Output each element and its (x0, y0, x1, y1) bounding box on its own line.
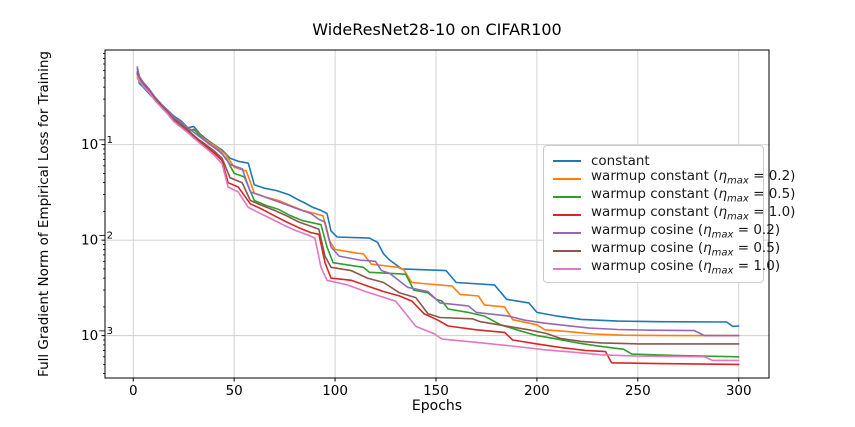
y-axis-label: Full Gradient Norm of Empirical Loss for… (36, 51, 52, 377)
x-tick-label: 300 (726, 383, 752, 399)
series-line-2 (136, 68, 740, 358)
y-tick-label: 10−2 (81, 231, 113, 249)
eta-max-symbol: ηmax (703, 258, 734, 277)
legend-swatch (553, 268, 581, 270)
eta-max-symbol: ηmax (718, 204, 749, 223)
x-tick-label: 200 (524, 383, 550, 399)
y-tick-label: 10−1 (81, 135, 113, 153)
legend-item-0: constant (553, 152, 755, 170)
series-line-5 (136, 72, 740, 345)
legend-swatch (553, 232, 581, 234)
legend-item-5: warmup cosine (ηmax = 0.5) (553, 240, 780, 260)
x-tick-label: 250 (625, 383, 651, 399)
series-line-6 (136, 75, 740, 362)
x-axis-label: Epochs (411, 398, 463, 414)
eta-max-symbol: ηmax (703, 222, 734, 241)
legend-label: warmup constant (ηmax = 1.0) (591, 204, 796, 223)
legend-item-4: warmup cosine (ηmax = 0.2) (553, 222, 780, 242)
series-line-0 (136, 71, 740, 328)
eta-max-symbol: ηmax (718, 168, 749, 187)
legend-label: warmup cosine (ηmax = 1.0) (591, 258, 781, 277)
x-tick-label: 150 (423, 383, 449, 399)
legend-item-2: warmup constant (ηmax = 0.5) (553, 186, 795, 206)
y-tick-label: 10−3 (81, 326, 113, 344)
legend-label: constant (591, 153, 650, 169)
legend-item-1: warmup constant (ηmax = 0.2) (553, 168, 795, 188)
legend-swatch (553, 214, 581, 216)
legend-label: warmup constant (ηmax = 0.2) (591, 168, 796, 187)
legend-box: constant warmup constant (ηmax = 0.2) warm… (543, 145, 795, 283)
legend-item-6: warmup cosine (ηmax = 1.0) (553, 258, 780, 278)
x-tick-label: 100 (322, 383, 348, 399)
legend-swatch (553, 250, 581, 252)
x-tick-label: 50 (226, 383, 243, 399)
legend-label: warmup cosine (ηmax = 0.5) (591, 240, 781, 259)
legend-item-3: warmup constant (ηmax = 1.0) (553, 204, 795, 224)
legend-swatch (553, 178, 581, 180)
axes-frame (104, 49, 770, 379)
series-line-4 (136, 66, 740, 337)
legend-label: warmup cosine (ηmax = 0.2) (591, 222, 781, 241)
legend-swatch (553, 160, 581, 162)
legend-label: warmup constant (ηmax = 0.5) (591, 186, 796, 205)
eta-max-symbol: ηmax (703, 240, 734, 259)
x-tick-label: 0 (129, 383, 138, 399)
eta-max-symbol: ηmax (718, 186, 749, 205)
chart-title: WideResNet28-10 on CIFAR100 (312, 20, 562, 39)
legend-swatch (553, 196, 581, 198)
